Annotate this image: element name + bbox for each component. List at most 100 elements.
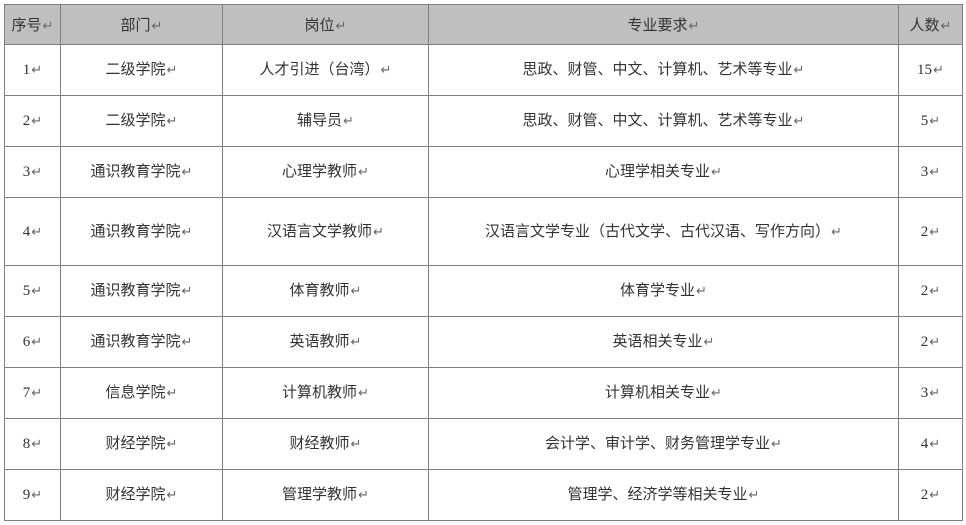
paragraph-mark-icon: ↵: [167, 437, 178, 452]
cell-text: 5: [921, 113, 929, 129]
cell-text: 英语相关专业: [613, 334, 703, 350]
paragraph-mark-icon: ↵: [929, 284, 940, 299]
cell-text: 辅导员: [297, 113, 342, 129]
header-index: 序号↵: [5, 5, 61, 45]
cell-count: 2↵: [899, 470, 963, 521]
paragraph-mark-icon: ↵: [358, 386, 369, 401]
cell-text: 5: [23, 283, 31, 299]
table-row: 2↵二级学院↵辅导员↵思政、财管、中文、计算机、艺术等专业↵5↵: [5, 96, 963, 147]
cell-text: 计算机相关专业: [605, 385, 710, 401]
cell-text: 2: [921, 334, 929, 350]
paragraph-mark-icon: ↵: [31, 488, 42, 503]
paragraph-mark-icon: ↵: [358, 488, 369, 503]
cell-text: 管理学、经济学等相关专业: [568, 487, 748, 503]
cell-dept: 财经学院↵: [61, 470, 223, 521]
cell-index: 8↵: [5, 419, 61, 470]
cell-text: 3: [921, 385, 929, 401]
paragraph-mark-icon: ↵: [941, 19, 952, 34]
cell-text: 英语教师: [290, 334, 350, 350]
cell-text: 财经教师: [290, 436, 350, 452]
cell-text: 信息学院: [106, 385, 166, 401]
table-row: 9↵财经学院↵管理学教师↵管理学、经济学等相关专业↵2↵: [5, 470, 963, 521]
cell-text: 汉语言文学教师: [267, 224, 372, 240]
paragraph-mark-icon: ↵: [831, 225, 842, 240]
cell-text: 3: [23, 164, 31, 180]
paragraph-mark-icon: ↵: [749, 488, 760, 503]
paragraph-mark-icon: ↵: [933, 63, 944, 78]
paragraph-mark-icon: ↵: [711, 165, 722, 180]
paragraph-mark-icon: ↵: [929, 488, 940, 503]
table-header: 序号↵ 部门↵ 岗位↵ 专业要求↵ 人数↵: [5, 5, 963, 45]
cell-dept: 通识教育学院↵: [61, 317, 223, 368]
cell-text: 思政、财管、中文、计算机、艺术等专业: [523, 113, 793, 129]
cell-text: 6: [23, 334, 31, 350]
paragraph-mark-icon: ↵: [929, 225, 940, 240]
cell-req: 会计学、审计学、财务管理学专业↵: [429, 419, 899, 470]
cell-dept: 财经学院↵: [61, 419, 223, 470]
cell-text: 管理学教师: [282, 487, 357, 503]
paragraph-mark-icon: ↵: [167, 114, 178, 129]
cell-dept: 二级学院↵: [61, 45, 223, 96]
cell-text: 9: [23, 487, 31, 503]
cell-pos: 体育教师↵: [223, 266, 429, 317]
paragraph-mark-icon: ↵: [182, 335, 193, 350]
paragraph-mark-icon: ↵: [351, 284, 362, 299]
cell-req: 英语相关专业↵: [429, 317, 899, 368]
cell-text: 人才引进（台湾）: [260, 62, 380, 78]
cell-text: 二级学院: [106, 113, 166, 129]
cell-index: 9↵: [5, 470, 61, 521]
cell-text: 15: [917, 62, 932, 78]
paragraph-mark-icon: ↵: [182, 165, 193, 180]
cell-count: 15↵: [899, 45, 963, 96]
paragraph-mark-icon: ↵: [31, 165, 42, 180]
cell-index: 4↵: [5, 198, 61, 266]
cell-dept: 信息学院↵: [61, 368, 223, 419]
table-row: 1↵二级学院↵人才引进（台湾）↵思政、财管、中文、计算机、艺术等专业↵15↵: [5, 45, 963, 96]
header-dept: 部门↵: [61, 5, 223, 45]
paragraph-mark-icon: ↵: [167, 488, 178, 503]
cell-count: 2↵: [899, 317, 963, 368]
cell-index: 6↵: [5, 317, 61, 368]
cell-req: 思政、财管、中文、计算机、艺术等专业↵: [429, 96, 899, 147]
cell-text: 3: [921, 164, 929, 180]
header-count: 人数↵: [899, 5, 963, 45]
cell-count: 3↵: [899, 147, 963, 198]
cell-text: 心理学相关专业: [605, 164, 710, 180]
paragraph-mark-icon: ↵: [343, 114, 354, 129]
cell-text: 通识教育学院: [91, 164, 181, 180]
cell-pos: 心理学教师↵: [223, 147, 429, 198]
cell-text: 计算机教师: [282, 385, 357, 401]
paragraph-mark-icon: ↵: [43, 19, 54, 34]
paragraph-mark-icon: ↵: [31, 335, 42, 350]
paragraph-mark-icon: ↵: [351, 437, 362, 452]
table-row: 6↵通识教育学院↵英语教师↵英语相关专业↵2↵: [5, 317, 963, 368]
cell-pos: 管理学教师↵: [223, 470, 429, 521]
paragraph-mark-icon: ↵: [711, 386, 722, 401]
paragraph-mark-icon: ↵: [182, 225, 193, 240]
paragraph-mark-icon: ↵: [31, 225, 42, 240]
header-pos: 岗位↵: [223, 5, 429, 45]
cell-text: 7: [23, 385, 31, 401]
paragraph-mark-icon: ↵: [929, 114, 940, 129]
paragraph-mark-icon: ↵: [351, 335, 362, 350]
cell-pos: 人才引进（台湾）↵: [223, 45, 429, 96]
cell-text: 心理学教师: [282, 164, 357, 180]
table-row: 5↵通识教育学院↵体育教师↵体育学专业↵2↵: [5, 266, 963, 317]
paragraph-mark-icon: ↵: [929, 165, 940, 180]
paragraph-mark-icon: ↵: [167, 386, 178, 401]
paragraph-mark-icon: ↵: [31, 284, 42, 299]
paragraph-mark-icon: ↵: [31, 114, 42, 129]
cell-text: 2: [921, 224, 929, 240]
paragraph-mark-icon: ↵: [929, 386, 940, 401]
cell-dept: 通识教育学院↵: [61, 266, 223, 317]
cell-text: 2: [23, 113, 31, 129]
cell-text: 2: [921, 283, 929, 299]
paragraph-mark-icon: ↵: [689, 19, 700, 34]
cell-index: 2↵: [5, 96, 61, 147]
paragraph-mark-icon: ↵: [771, 437, 782, 452]
cell-index: 5↵: [5, 266, 61, 317]
paragraph-mark-icon: ↵: [929, 437, 940, 452]
cell-text: 8: [23, 436, 31, 452]
cell-index: 1↵: [5, 45, 61, 96]
cell-pos: 财经教师↵: [223, 419, 429, 470]
